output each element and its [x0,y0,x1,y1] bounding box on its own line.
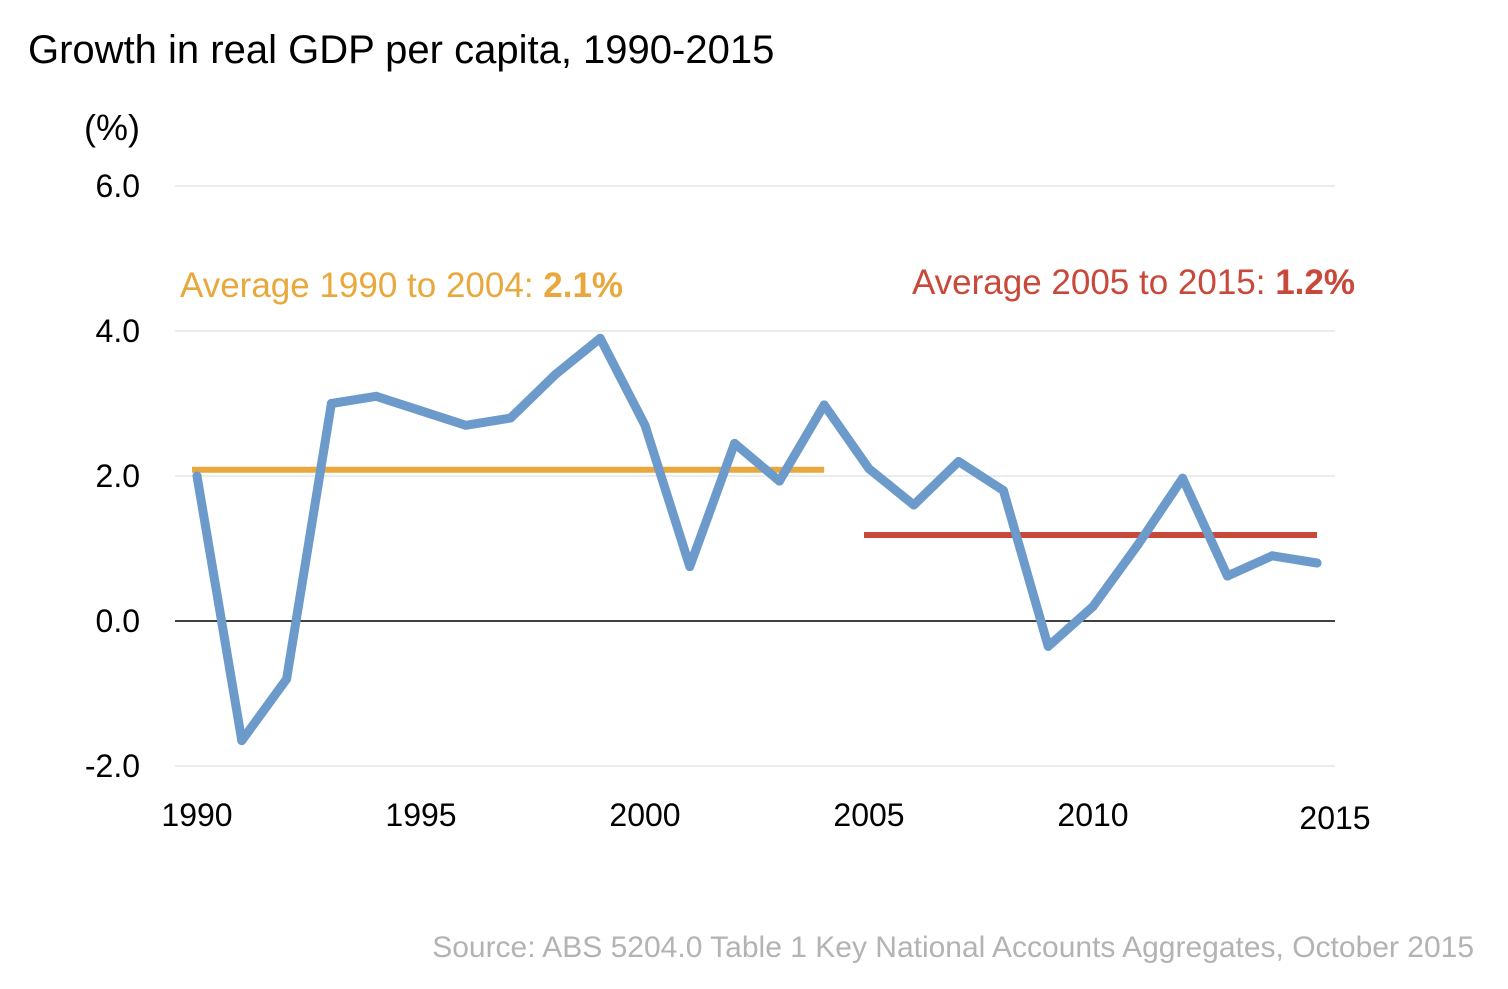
data-point [909,500,919,510]
x-tick-label: 2015 [1299,800,1370,836]
x-tick-label: 2000 [609,797,680,833]
x-tick-label: 1990 [161,797,232,833]
x-tick-label: 2005 [833,797,904,833]
data-point [550,370,560,379]
average-annotation-value: 1.2% [1275,263,1355,302]
data-point [326,399,336,408]
data-point [1267,551,1277,561]
data-point [1088,602,1098,611]
average-annotation-1: Average 1990 to 2004: 2.1% [180,266,623,305]
y-tick-label: -2.0 [85,748,140,784]
data-point [282,674,292,684]
y-tick-label: 4.0 [96,313,140,349]
data-point [506,413,516,423]
data-point [730,438,740,448]
x-axis-ticks: 1990 1995 2000 2005 2010 2015 [161,797,1370,836]
data-point [640,420,650,430]
data-point [998,486,1008,495]
data-point [192,471,202,481]
x-tick-label: 2010 [1057,797,1128,833]
data-point [774,476,784,486]
data-point [237,736,247,746]
data-point [1133,540,1143,550]
y-tick-label: 2.0 [96,458,140,494]
data-point [685,562,695,572]
data-point [1178,473,1188,483]
average-annotation-label: Average 1990 to 2004: [180,266,543,305]
y-tick-label: 6.0 [96,168,140,204]
average-annotation-value: 2.1% [543,266,623,305]
average-annotation-2: Average 2005 to 2015: 1.2% [912,263,1355,302]
data-point [595,333,605,343]
average-annotation-label: Average 2005 to 2015: [912,263,1275,302]
data-point [461,420,471,430]
y-tick-label: 0.0 [96,603,140,639]
data-point [1312,558,1322,568]
series-line [192,333,1322,746]
source-note: Source: ABS 5204.0 Table 1 Key National … [432,931,1474,964]
y-axis-ticks: 6.0 4.0 2.0 0.0 -2.0 [85,168,140,784]
average-annotations: Average 1990 to 2004: 2.1% Average 2005 t… [180,263,1355,305]
data-point [1043,641,1053,651]
data-point [819,400,829,410]
average-lines [192,466,1317,538]
x-tick-label: 1995 [385,797,456,833]
data-point [1222,571,1232,581]
chart-title: Growth in real GDP per capita, 1990-2015 [28,28,774,72]
gridlines [175,185,1335,767]
series-layer [192,333,1322,746]
data-point [371,391,381,401]
data-point [954,457,964,466]
data-point [416,406,426,416]
data-point [864,464,874,474]
y-axis-unit-label: (%) [84,107,140,148]
